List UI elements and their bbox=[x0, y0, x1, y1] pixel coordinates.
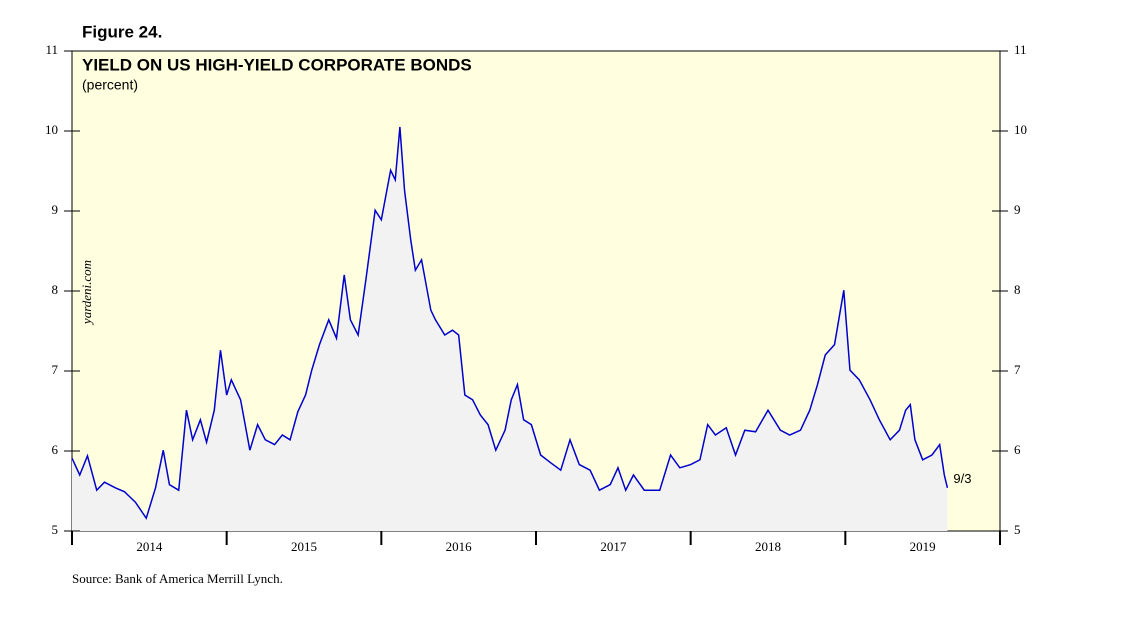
y-tick-label: 7 bbox=[52, 362, 59, 377]
y2-tick-label: 11 bbox=[1014, 42, 1027, 57]
marks bbox=[71, 126, 949, 531]
y2-tick-label: 10 bbox=[1014, 122, 1027, 137]
y-tick-label: 11 bbox=[45, 42, 58, 57]
source: Source: Bank of America Merrill Lynch. bbox=[72, 571, 283, 586]
x-tick-label: 2014 bbox=[136, 539, 163, 554]
y-tick-label: 8 bbox=[52, 282, 59, 297]
watermark: yardeni.com bbox=[79, 260, 94, 326]
y2-tick-label: 8 bbox=[1014, 282, 1021, 297]
chart-title: YIELD ON US HIGH-YIELD CORPORATE BONDS bbox=[82, 55, 472, 74]
y2-tick-label: 9 bbox=[1014, 202, 1021, 217]
y2-tick-label: 5 bbox=[1014, 522, 1021, 537]
area bbox=[72, 127, 948, 531]
x-tick-label: 2019 bbox=[910, 539, 936, 554]
x-tick-label: 2017 bbox=[600, 539, 627, 554]
y-tick-label: 6 bbox=[52, 442, 59, 457]
y2-tick-label: 7 bbox=[1014, 362, 1021, 377]
y-tick-label: 5 bbox=[52, 522, 59, 537]
x-tick-label: 2015 bbox=[291, 539, 317, 554]
chart-subtitle: (percent) bbox=[82, 77, 138, 93]
line bbox=[71, 126, 949, 520]
y2-tick-label: 6 bbox=[1014, 442, 1021, 457]
x-tick-label: 2016 bbox=[446, 539, 473, 554]
figure-label: Figure 24. bbox=[82, 22, 162, 41]
y-tick-label: 10 bbox=[45, 122, 58, 137]
y-tick-label: 9 bbox=[52, 202, 59, 217]
end-annotation: 9/3 bbox=[953, 471, 971, 486]
x-tick-label: 2018 bbox=[755, 539, 781, 554]
